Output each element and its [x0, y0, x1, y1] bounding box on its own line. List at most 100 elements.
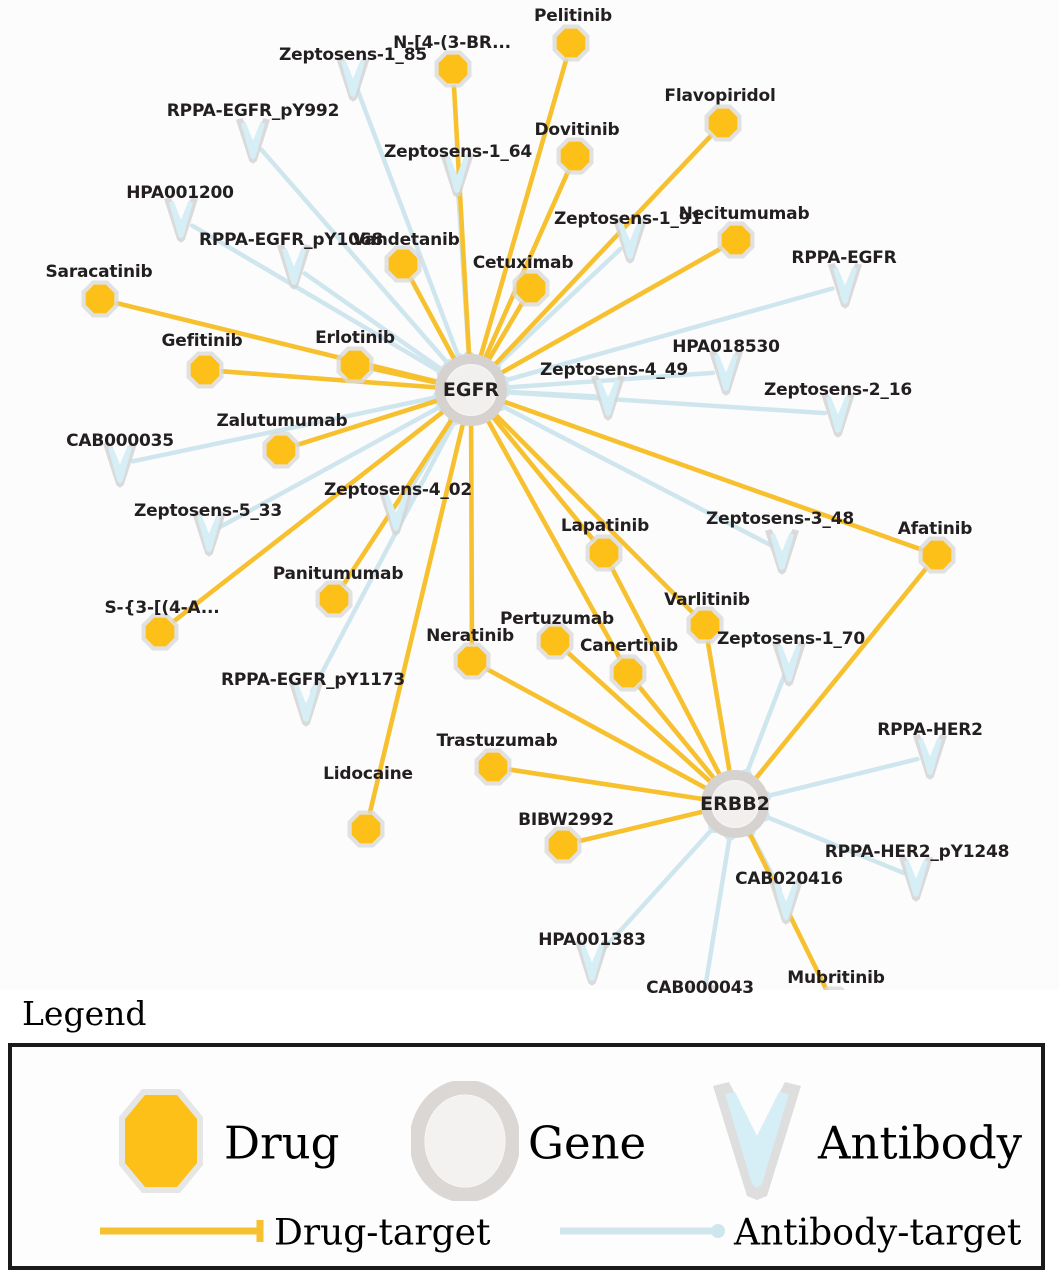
- legend-title: Legend: [22, 994, 147, 1033]
- drug-node[interactable]: [186, 351, 224, 389]
- drug-node[interactable]: [262, 431, 300, 469]
- antibody-target-edge: [743, 672, 787, 778]
- antibody-node[interactable]: [591, 375, 625, 421]
- drug-node[interactable]: [315, 580, 353, 618]
- drug-node[interactable]: [474, 748, 512, 786]
- drug-node[interactable]: [512, 269, 550, 307]
- drug-node[interactable]: [536, 622, 574, 660]
- drug-target-edge: [367, 418, 467, 814]
- antibody-target-edge: [492, 246, 623, 370]
- drug-target-edge: [705, 640, 733, 777]
- drug-target-edge: [468, 419, 475, 646]
- drug-target-edge: [578, 808, 709, 844]
- antibody-node[interactable]: [765, 529, 799, 575]
- antibody-node[interactable]: [913, 734, 947, 780]
- antibody-target-edge: [309, 416, 458, 694]
- drug-target-edge: [114, 300, 443, 386]
- drug-node[interactable]: [552, 24, 590, 62]
- drug-target-edge: [488, 411, 596, 543]
- legend-antibody-icon: [705, 1078, 809, 1208]
- drug-node[interactable]: [556, 137, 594, 175]
- drug-node[interactable]: [704, 104, 742, 142]
- edges-layer: [114, 57, 929, 990]
- gene-node[interactable]: [701, 770, 769, 838]
- drug-node[interactable]: [686, 606, 724, 644]
- antibody-node[interactable]: [828, 263, 862, 309]
- drug-target-edge: [340, 413, 457, 587]
- nodes-layer: [81, 24, 956, 990]
- antibody-target-edge: [761, 813, 907, 876]
- legend-box: Drug Gene Antibody Drug-target Antibody-…: [8, 1043, 1045, 1270]
- antibody-node[interactable]: [685, 985, 719, 990]
- antibody-node[interactable]: [336, 56, 370, 102]
- legend-antibody-target-label: Antibody-target: [734, 1212, 1022, 1254]
- drug-node[interactable]: [384, 245, 422, 283]
- antibody-node[interactable]: [289, 681, 323, 727]
- antibody-target-edge: [498, 402, 773, 548]
- legend-gene-label: Gene: [528, 1116, 647, 1170]
- drug-node[interactable]: [585, 534, 623, 572]
- drug-target-edge: [565, 650, 716, 787]
- drug-target-edge: [636, 683, 720, 784]
- drug-target-edge: [498, 397, 923, 552]
- drug-node[interactable]: [816, 986, 853, 990]
- drug-target-edge: [750, 565, 929, 784]
- antibody-node[interactable]: [192, 511, 226, 557]
- antibody-target-edge: [302, 271, 447, 374]
- antibody-node[interactable]: [709, 350, 743, 396]
- drug-target-edge: [609, 566, 725, 781]
- legend-drug-target-label: Drug-target: [274, 1212, 491, 1254]
- drug-node[interactable]: [918, 536, 956, 574]
- antibody-node[interactable]: [821, 392, 855, 438]
- drug-node[interactable]: [336, 346, 374, 384]
- drug-node[interactable]: [544, 826, 582, 864]
- antibody-node[interactable]: [613, 218, 647, 264]
- antibody-node[interactable]: [769, 879, 803, 925]
- drug-target-edge: [484, 300, 525, 366]
- antibody-node[interactable]: [440, 152, 474, 198]
- antibody-target-edge: [355, 87, 462, 362]
- antibody-target-edge: [598, 824, 717, 955]
- antibody-node[interactable]: [164, 197, 198, 243]
- antibody-target-edge: [259, 147, 452, 368]
- drug-target-edge: [220, 368, 442, 391]
- network-svg: [81, 24, 956, 990]
- drug-node[interactable]: [717, 221, 755, 259]
- antibody-node[interactable]: [277, 244, 311, 290]
- antibody-target-edge: [501, 389, 828, 416]
- antibody-target-edge: [218, 403, 445, 530]
- antibody-target-edge: [762, 756, 920, 799]
- drug-target-edge: [295, 396, 444, 448]
- drug-target-edge: [495, 245, 724, 378]
- antibody-node[interactable]: [772, 641, 806, 687]
- gene-node-label: ERBB2: [700, 793, 770, 815]
- legend-drug-icon: [113, 1083, 209, 1203]
- legend-antibody-target-edge-icon: [558, 1216, 730, 1250]
- drug-node[interactable]: [609, 654, 647, 692]
- gene-node[interactable]: [435, 354, 507, 426]
- legend-gene-icon: [409, 1079, 521, 1205]
- drug-target-edge: [481, 169, 571, 364]
- antibody-target-edge: [501, 370, 716, 390]
- drug-node[interactable]: [453, 642, 491, 680]
- network-canvas: Zeptosens-1_85 RPPA-EGFR_pY992 Zeptosens-1…: [45, 6, 1010, 998]
- drug-target-edge: [489, 133, 714, 370]
- antibody-target-edge: [500, 286, 835, 384]
- drug-target-edge: [451, 84, 472, 361]
- drug-node[interactable]: [434, 50, 472, 88]
- drug-node[interactable]: [81, 280, 119, 318]
- legend-antibody-label: Antibody: [818, 1116, 1023, 1170]
- antibody-node[interactable]: [103, 442, 137, 488]
- drug-target-edge: [477, 57, 569, 362]
- legend-drug-target-edge-icon: [98, 1216, 270, 1250]
- drug-node[interactable]: [141, 613, 179, 651]
- antibody-node[interactable]: [236, 118, 270, 164]
- antibody-node[interactable]: [575, 940, 609, 986]
- drug-target-edge: [171, 406, 449, 624]
- drug-target-edge: [483, 415, 623, 661]
- antibody-target-edge: [130, 394, 441, 464]
- drug-node[interactable]: [347, 810, 385, 848]
- antibody-node[interactable]: [899, 856, 933, 902]
- antibody-node[interactable]: [379, 490, 413, 536]
- drug-target-edge: [490, 409, 696, 616]
